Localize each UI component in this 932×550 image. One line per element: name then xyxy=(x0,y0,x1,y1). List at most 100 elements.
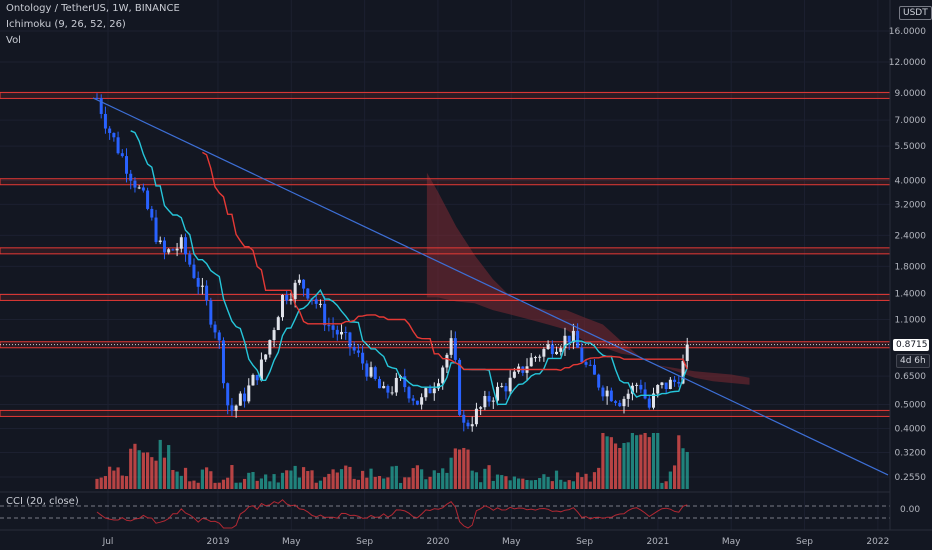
candle-body xyxy=(120,153,124,157)
candle-body xyxy=(175,248,179,251)
volume-bar xyxy=(293,465,297,489)
volume-bar xyxy=(609,437,613,489)
volume-bar xyxy=(129,448,133,489)
candle-body xyxy=(323,303,327,326)
volume-bar xyxy=(394,465,398,489)
candle-body xyxy=(137,187,141,189)
price-tick: 0.4000 xyxy=(895,424,927,434)
time-tick: 2019 xyxy=(207,537,230,547)
price-tick: 9.0000 xyxy=(895,89,927,99)
volume-bar xyxy=(264,474,268,489)
volume-bar xyxy=(453,448,457,489)
countdown-tag: 4d 6h xyxy=(896,354,930,368)
level-band xyxy=(0,91,891,99)
volume-bar xyxy=(242,478,247,489)
volume-bar xyxy=(516,478,521,489)
volume-bar xyxy=(145,452,150,489)
volume-bar xyxy=(651,433,656,489)
volume-bar xyxy=(491,480,495,489)
volume-bar xyxy=(318,480,323,489)
volume-legend[interactable]: Vol xyxy=(6,35,21,46)
level-band xyxy=(0,293,891,301)
candle-body xyxy=(297,279,301,283)
candle-body xyxy=(584,362,588,365)
candle-body xyxy=(436,383,440,389)
volume-bar xyxy=(424,479,428,489)
trendline[interactable] xyxy=(92,97,889,476)
volume-bar xyxy=(445,472,449,489)
price-axis[interactable]: 16.0000 12.0000 9.0000 7.0000 5.5000 4.0000 3.… xyxy=(889,27,926,483)
volume-bar xyxy=(386,477,390,489)
candle-body xyxy=(264,354,268,360)
candle-body xyxy=(664,382,668,390)
candle-body xyxy=(285,295,289,301)
candle-body xyxy=(453,338,457,360)
price-tick: 3.2000 xyxy=(895,200,927,210)
candle-body xyxy=(445,354,449,368)
volume-bar xyxy=(179,475,183,489)
candle-body xyxy=(496,386,500,401)
candle-body xyxy=(449,338,453,355)
candle-body xyxy=(491,400,495,402)
volume-bar xyxy=(226,477,230,489)
ichimoku-cloud xyxy=(426,172,750,385)
volume-bar xyxy=(597,467,601,489)
candle-body xyxy=(652,393,656,408)
cci-axis-value: 0.00 xyxy=(900,505,921,515)
volume-bar xyxy=(466,449,470,489)
volume-bar xyxy=(167,445,171,489)
volume-bar xyxy=(508,480,512,489)
cci-legend[interactable]: CCI (20, close) xyxy=(6,496,79,507)
volume-bar xyxy=(205,467,209,489)
time-axis[interactable]: Jul 2019 May Sep 2020 May Sep 2021 May Sep 2022 xyxy=(102,537,890,547)
candle-body xyxy=(205,285,209,301)
volume-bar xyxy=(420,469,424,489)
candle-body xyxy=(441,367,445,384)
volume-bar xyxy=(276,482,280,489)
volume-bar xyxy=(188,481,192,489)
candle-body xyxy=(660,382,664,385)
volume-bar xyxy=(470,470,474,489)
volume-bar xyxy=(99,477,103,489)
volume-bar xyxy=(133,443,137,489)
volume-bar xyxy=(238,482,242,489)
volume-bar xyxy=(268,481,272,489)
volume-bar xyxy=(474,472,479,489)
candle-body xyxy=(243,393,247,402)
candle-body xyxy=(643,389,647,399)
time-tick: 2020 xyxy=(426,537,449,547)
time-tick: May xyxy=(282,537,301,547)
time-tick: May xyxy=(502,537,521,547)
ichimoku-legend[interactable]: Ichimoku (9, 26, 52, 26) xyxy=(6,19,126,30)
volume-bar xyxy=(247,472,251,489)
volume-bar xyxy=(390,466,394,489)
volume-bar xyxy=(521,478,525,489)
candle-body xyxy=(352,346,356,351)
price-tick: 2.4000 xyxy=(895,231,927,241)
price-tick: 16.0000 xyxy=(889,27,926,37)
candle-body xyxy=(230,405,234,411)
chart-title: Ontology / TetherUS, 1W, BINANCE xyxy=(6,3,180,14)
candle-body xyxy=(470,424,474,427)
volume-bar xyxy=(141,452,145,489)
volume-bar xyxy=(124,476,129,489)
currency-badge[interactable]: USDT xyxy=(899,6,932,20)
candle-body xyxy=(618,402,622,407)
candle-body xyxy=(512,371,516,378)
candle-body xyxy=(592,364,596,375)
candle-body xyxy=(647,398,651,408)
candle-body xyxy=(668,379,672,390)
time-tick: 2022 xyxy=(866,537,889,547)
last-price-tag: 0.8715 xyxy=(893,339,929,351)
volume-bar xyxy=(137,450,141,489)
candle-body xyxy=(390,392,394,394)
candle-body xyxy=(580,347,584,363)
volume-bar xyxy=(656,433,660,489)
candle-body xyxy=(276,317,280,331)
candle-body xyxy=(306,288,310,299)
volume-bar xyxy=(411,468,415,489)
candle-body xyxy=(605,390,609,397)
volume-bar xyxy=(356,479,360,489)
candle-body xyxy=(95,97,99,99)
